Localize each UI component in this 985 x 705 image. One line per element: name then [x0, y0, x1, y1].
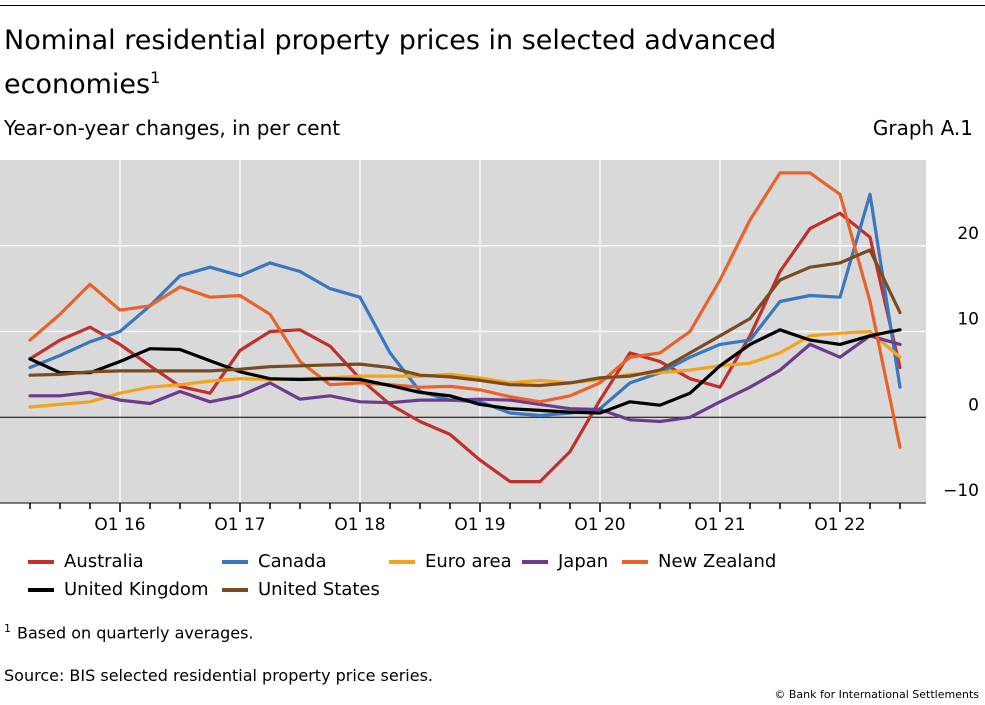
chart-subtitle: Year-on-year changes, in per cent — [4, 116, 341, 140]
x-tick-label-4: Q1 19 — [454, 515, 505, 530]
footnote-marker: 1 — [4, 622, 11, 635]
legend-label-united-states: United States — [258, 579, 380, 600]
legend-swatch-canada — [222, 559, 248, 564]
x-tick-label-6: Q1 21 — [694, 515, 745, 530]
legend-label-united-kingdom: United Kingdom — [64, 579, 209, 600]
legend-swatch-japan — [522, 559, 548, 564]
source-note: Source: BIS selected residential propert… — [4, 666, 433, 685]
legend-label-canada: Canada — [258, 551, 327, 572]
legend-label-australia: Australia — [64, 551, 144, 572]
x-tick-label-2: Q1 17 — [214, 515, 265, 530]
chart-legend: Australia Canada Euro area Japan New Zea… — [28, 551, 928, 607]
legend-item-canada: Canada — [222, 551, 327, 572]
legend-item-united-kingdom: United Kingdom — [28, 579, 208, 600]
series-line-australia — [28, 211, 902, 484]
y-tick-label--10: −10 — [943, 481, 979, 501]
line-chart: Q1 16 Q1 17 Q1 18 Q1 19 Q1 20 Q1 21 Q1 22 −10 0 1… — [0, 160, 979, 530]
footnote: 1 Based on quarterly averages. — [4, 622, 254, 642]
legend-item-japan: Japan — [522, 551, 608, 572]
x-tick-label-1: Q1 16 — [94, 515, 145, 530]
series-line-euro-area — [28, 329, 902, 409]
legend-item-united-states: United States — [222, 579, 380, 600]
legend-label-japan: Japan — [558, 551, 609, 572]
y-tick-label-20: 20 — [957, 224, 979, 244]
y-tick-label-10: 10 — [957, 310, 979, 330]
series-line-united-kingdom — [28, 328, 902, 415]
graph-id: Graph A.1 — [872, 116, 973, 140]
footnote-text: Based on quarterly averages. — [17, 623, 254, 643]
series-line-new-zealand — [28, 171, 902, 449]
chart-title-text: Nominal residential property prices in s… — [4, 25, 777, 100]
legend-row-2: United Kingdom United States — [28, 579, 928, 607]
copyright: © Bank for International Settlements — [774, 688, 979, 701]
legend-swatch-new-zealand — [622, 559, 648, 564]
legend-row-1: Australia Canada Euro area Japan New Zea… — [28, 551, 928, 579]
x-tick-label-3: Q1 18 — [334, 515, 385, 530]
series-line-united-states — [28, 248, 902, 388]
legend-swatch-euro-area — [389, 559, 415, 564]
legend-swatch-united-kingdom — [28, 587, 54, 592]
legend-item-australia: Australia — [28, 551, 144, 572]
legend-item-euro-area: Euro area — [389, 551, 512, 572]
x-tick-label-5: Q1 20 — [574, 515, 625, 530]
legend-swatch-united-states — [222, 587, 248, 592]
chart-title: Nominal residential property prices in s… — [4, 22, 804, 103]
y-tick-label-0: 0 — [968, 395, 979, 415]
legend-item-new-zealand: New Zealand — [622, 551, 776, 572]
legend-label-new-zealand: New Zealand — [658, 551, 777, 572]
title-footnote-marker: 1 — [150, 68, 161, 87]
x-tick-label-7: Q1 22 — [814, 515, 865, 530]
top-rule — [0, 5, 985, 6]
legend-label-euro-area: Euro area — [425, 551, 512, 572]
legend-swatch-australia — [28, 559, 54, 564]
